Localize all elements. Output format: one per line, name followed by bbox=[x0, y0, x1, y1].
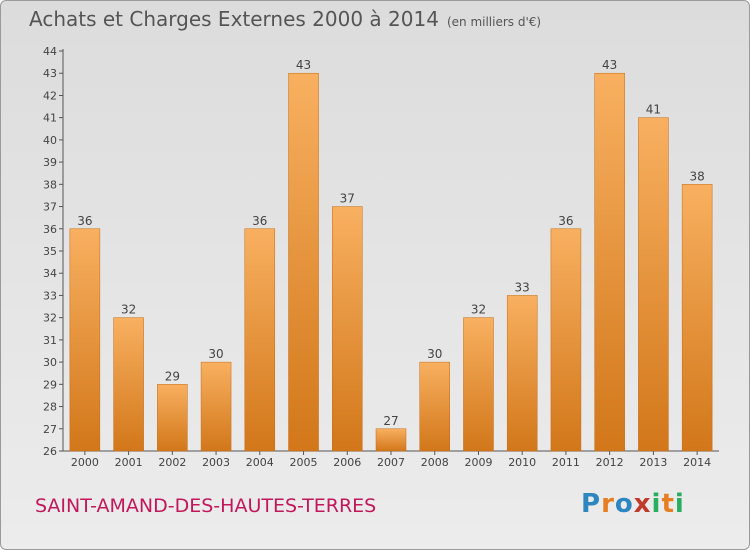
proxiti-logo: Proxiti bbox=[581, 489, 685, 519]
bar-value-label: 27 bbox=[383, 414, 398, 428]
x-tick-label: 2009 bbox=[464, 456, 492, 469]
bar-value-label: 33 bbox=[515, 280, 530, 294]
x-tick-label: 2007 bbox=[377, 456, 405, 469]
x-tick-label: 2006 bbox=[333, 456, 361, 469]
y-tick-label: 33 bbox=[43, 289, 57, 302]
x-tick-label: 2010 bbox=[508, 456, 536, 469]
title-text: Achats et Charges Externes 2000 à 2014 bbox=[29, 7, 439, 31]
bar bbox=[506, 295, 538, 452]
x-tick-label: 2013 bbox=[639, 456, 667, 469]
bar-value-label: 43 bbox=[602, 58, 617, 72]
bar bbox=[69, 228, 101, 452]
y-tick-label: 43 bbox=[43, 67, 57, 80]
bar-value-label: 38 bbox=[689, 169, 704, 183]
logo-letter: x bbox=[633, 489, 652, 519]
bar bbox=[375, 428, 407, 452]
bar-value-label: 41 bbox=[646, 103, 661, 117]
y-tick-label: 32 bbox=[43, 312, 57, 325]
x-tick-label: 2003 bbox=[202, 456, 230, 469]
y-tick-label: 27 bbox=[43, 423, 57, 436]
bar-value-label: 32 bbox=[471, 303, 486, 317]
bar-value-label: 30 bbox=[208, 347, 223, 361]
bar bbox=[681, 184, 713, 452]
x-tick-label: 2002 bbox=[158, 456, 186, 469]
x-tick-label: 2005 bbox=[290, 456, 318, 469]
bar-value-label: 43 bbox=[296, 58, 311, 72]
logo-letter: P bbox=[581, 489, 602, 519]
logo-letter: t bbox=[661, 489, 675, 519]
y-tick-label: 29 bbox=[43, 378, 57, 391]
town-name: SAINT-AMAND-DES-HAUTES-TERRES bbox=[35, 495, 377, 517]
bar-value-label: 36 bbox=[558, 214, 573, 228]
bar bbox=[550, 228, 582, 452]
unit-label: (en milliers d'€) bbox=[446, 15, 542, 29]
y-tick-label: 41 bbox=[43, 112, 57, 125]
y-tick-label: 38 bbox=[43, 178, 57, 191]
x-tick-label: 2008 bbox=[421, 456, 449, 469]
axes: 26 27 28 29 30 31 32 33 34 35 36 37 38 39 40 41 42 43 44 20… bbox=[43, 45, 719, 469]
x-tick-label: 2004 bbox=[246, 456, 274, 469]
x-tick-label: 2011 bbox=[552, 456, 580, 469]
bar bbox=[638, 117, 669, 452]
bar bbox=[463, 317, 494, 452]
bar bbox=[244, 228, 276, 452]
x-tick-label: 2014 bbox=[683, 456, 711, 469]
bar-value-label: 37 bbox=[340, 192, 355, 206]
x-tick-label: 2000 bbox=[71, 456, 99, 469]
logo-letter: i bbox=[674, 489, 685, 519]
bar-value-label: 32 bbox=[121, 303, 136, 317]
y-tick-label: 28 bbox=[43, 401, 57, 414]
y-tick-label: 30 bbox=[43, 356, 57, 369]
bar bbox=[288, 72, 319, 452]
bar bbox=[594, 72, 625, 452]
bar bbox=[113, 317, 144, 452]
y-tick-label: 40 bbox=[43, 134, 57, 147]
y-tick-label: 35 bbox=[43, 245, 57, 258]
bar-value-label: 36 bbox=[252, 214, 267, 228]
y-tick-label: 31 bbox=[43, 334, 57, 347]
y-tick-label: 34 bbox=[43, 267, 57, 280]
bar-value-label: 36 bbox=[77, 214, 92, 228]
y-tick-label: 36 bbox=[43, 223, 57, 236]
y-tick-label: 39 bbox=[43, 156, 57, 169]
bar bbox=[332, 206, 363, 452]
y-tick-label: 44 bbox=[43, 45, 57, 58]
x-tick-label: 2001 bbox=[115, 456, 143, 469]
bars: 36 32 29 30 36 43 37 27 30 32 33 36 43 41 38 bbox=[69, 58, 713, 452]
logo-letter: i bbox=[651, 489, 662, 519]
bar bbox=[157, 384, 188, 452]
chart-title: Achats et Charges Externes 2000 à 2014 (e… bbox=[29, 7, 541, 31]
y-tick-label: 42 bbox=[43, 89, 57, 102]
logo-letter: o bbox=[614, 489, 634, 519]
y-tick-label: 37 bbox=[43, 201, 57, 214]
y-tick-label: 26 bbox=[43, 445, 57, 458]
bar-value-label: 30 bbox=[427, 347, 442, 361]
bar bbox=[200, 361, 232, 452]
bar bbox=[419, 361, 450, 452]
bar-value-label: 29 bbox=[165, 369, 180, 383]
logo-letter: r bbox=[601, 489, 615, 519]
x-tick-label: 2012 bbox=[596, 456, 624, 469]
